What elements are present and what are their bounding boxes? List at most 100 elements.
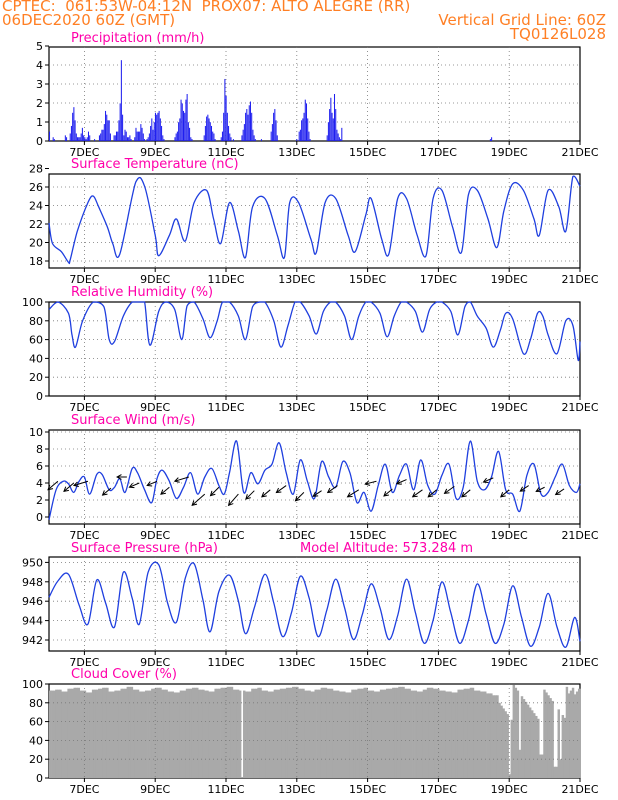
precip-bar [304,99,306,141]
cloud-bar [334,690,338,778]
cloud-bar [314,689,317,778]
x-tick-label: 9DEC [140,401,170,414]
cloud-bar [330,688,334,778]
cloud-bar [477,690,481,778]
precip-bar [228,125,230,141]
precip-bar [84,137,86,141]
precip-bar [85,139,87,141]
precip-bar [179,118,181,141]
precip-bar [103,124,105,141]
cloud-bar [543,689,546,778]
cloud-bar [210,691,213,778]
precip-bar [303,112,305,141]
precip-bar [220,137,222,141]
precip-bar [180,99,182,141]
x-tick-label: 7DEC [69,401,99,414]
cloud-bar [253,688,256,778]
precip-bar [251,112,253,141]
y-tick-label: 5 [36,40,43,53]
wind-arrow-shaft [295,492,305,502]
precip-bar [308,131,310,141]
precip-bar [243,124,245,141]
precip-bar [232,139,234,141]
panel-wind: 0 2 4 6 8 10 7DEC 9DEC 11DEC 13DEC 15DEC 17DEC 19DEC… [29,413,599,542]
x-tick-label: 15DEC [349,273,386,286]
precip-bar [182,110,185,141]
cloud-bar [324,687,328,778]
precip-bar [253,135,255,141]
precip-bar [223,112,225,141]
y-tick-label: 100 [22,296,43,309]
wind-arrow-shaft [519,485,529,492]
cloud-bar [516,690,520,778]
cloud-bar [98,688,101,778]
cloud-bar [285,687,289,778]
cloud-bar [473,690,477,778]
precip-bar [130,139,132,141]
cloud-bar [269,691,273,778]
y-tick-label: 60 [29,334,43,347]
precip-bar [74,120,76,141]
y-tick-label: 20 [29,237,43,250]
panel-precip: 0 1 2 3 4 5 7DEC 9DEC 11DEC 13DEC 15DEC 17DEC 19DEC 2… [36,31,599,159]
y-tick-label: 950 [22,556,43,569]
cloud-bar [518,749,522,778]
wind-arrow-head [411,492,418,498]
precip-bar [226,112,228,141]
precip-bar [75,133,77,141]
cloud-bar [275,689,279,778]
wind-arrow-shaft [210,486,220,497]
x-tick-label: 11DEC [207,273,244,286]
precip-bar [98,135,100,141]
x-tick-label: 21DEC [561,146,598,159]
wind-arrow-head [519,486,526,492]
cloud-bar [345,692,348,778]
cloud-bar [441,690,444,778]
cloud-bar [136,689,140,778]
wind-arrow-head [275,487,282,494]
x-tick-label: 13DEC [278,146,315,159]
wind-arrow-head [245,494,251,500]
cloud-bar [494,695,497,778]
cloud-bar [404,688,407,778]
wind-arrow-shaft [396,479,407,485]
wind-arrow-head [326,487,333,494]
cloud-bar [302,688,305,778]
wind-arrow-head [227,500,234,507]
cloud-bar [151,688,154,778]
wind-arrow-head [173,477,180,483]
panel-press: 942 944 946 948 950 7DEC 9DEC 11DEC 13DEC 15DEC 17… [22,541,599,669]
cloud-bar [183,690,187,778]
cloud-bar [263,690,266,778]
cloud-bar [191,687,195,778]
cloud-bar [465,688,469,778]
precip-bar [186,94,188,141]
precip-bar [299,129,301,141]
precip-bar [117,131,119,141]
cloud-bar [392,687,395,778]
cloud-bar [510,719,514,778]
cloud-bar [120,688,123,778]
y-tick-label: 4 [36,477,43,490]
x-tick-label: 17DEC [420,146,457,159]
cloud-bar [261,690,264,778]
precip-bar [124,129,126,141]
cloud-bar [240,777,244,778]
panel-title: Cloud Cover (%) [71,667,177,682]
plot-frame [48,429,581,525]
x-tick-label: 11DEC [207,401,244,414]
precip-bar [275,120,277,141]
plot-frame [48,46,581,142]
precip-bar [274,109,276,141]
precip-bar [114,135,116,141]
cloud-bar [265,690,268,778]
x-tick-label: 11DEC [207,656,244,669]
cloud-bar [563,717,567,778]
precip-bar [100,133,102,141]
cloud-bar [122,688,125,778]
x-tick-label: 15DEC [349,529,386,542]
x-tick-label: 17DEC [420,401,457,414]
x-tick-label: 13DEC [278,273,315,286]
cloud-bar [512,684,516,778]
